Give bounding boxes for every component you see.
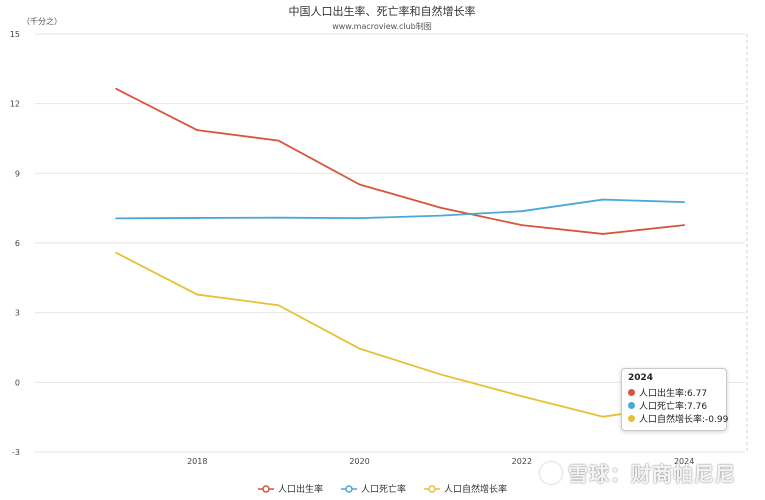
y-tick-label: 6 [15, 239, 20, 248]
data-point [196, 129, 199, 132]
data-point [602, 198, 604, 201]
y-tick-label: 15 [10, 30, 20, 39]
legend-natural-marker-icon [424, 484, 440, 493]
legend-item-natural[interactable]: 人口自然增长率 [424, 482, 507, 495]
data-point [602, 233, 604, 235]
data-point [520, 210, 523, 213]
data-point [277, 216, 280, 219]
legend-death-label: 人口死亡率 [360, 485, 406, 495]
data-point [358, 217, 361, 220]
x-tick-label: 2018 [187, 457, 207, 466]
legend-item-death[interactable]: 人口死亡率 [340, 482, 406, 495]
x-tick-label: 2020 [349, 457, 369, 466]
tooltip-birth-text: 人口出生率:6.77 [639, 389, 708, 399]
data-point [115, 87, 118, 90]
y-tick-label: 3 [15, 309, 20, 318]
tooltip-death-text: 人口死亡率:7.76 [639, 402, 708, 412]
data-point [277, 304, 280, 307]
chart-title: 中国人口出生率、死亡率和自然增长率 [289, 4, 476, 18]
birth-dot-icon [628, 389, 635, 396]
data-point [439, 206, 442, 209]
y-axis-label: （千分之） [22, 16, 62, 26]
tooltip-row-death: 人口死亡率:7.76 [628, 399, 720, 412]
tooltip-row-birth: 人口出生率:6.77 [628, 386, 720, 399]
legend-natural-label: 人口自然增长率 [444, 485, 508, 495]
legend-birth-marker-icon [257, 484, 274, 493]
data-point [196, 293, 199, 296]
data-point [439, 373, 442, 376]
watermark-text: 雪球：财商帕尼尼 [568, 462, 736, 486]
data-point [602, 415, 604, 418]
data-point [277, 139, 280, 142]
y-tick-label: 12 [10, 100, 20, 109]
y-tick-label: 0 [15, 378, 20, 387]
legend-item-birth[interactable]: 人口出生率 [257, 482, 323, 495]
death-dot-icon [628, 402, 635, 409]
series-line-2 [115, 251, 685, 418]
snowball-logo-icon [540, 461, 562, 484]
hover-tooltip: 2024 人口出生率:6.77 人口死亡率:7.76 人口自然增长率:-0.99 [621, 368, 728, 431]
data-point [520, 224, 523, 227]
legend-death-marker-icon [340, 484, 357, 493]
tooltip-row-natural: 人口自然增长率:-0.99 [628, 412, 728, 425]
natural-dot-icon [628, 415, 635, 422]
tooltip-title: 2024 [628, 373, 654, 383]
data-point [196, 217, 199, 219]
chart-subtitle: www.macroview.club制图 [332, 21, 432, 31]
tooltip-natural-text: 人口自然增长率:-0.99 [639, 415, 729, 425]
chart-legend: 人口出生率 人口死亡率 人口自然增长率 [0, 482, 765, 495]
data-point [520, 395, 523, 398]
data-point [439, 214, 442, 217]
legend-birth-label: 人口出生率 [277, 485, 323, 495]
y-tick-label: 9 [15, 169, 20, 178]
data-point [683, 224, 686, 227]
data-point [358, 183, 361, 186]
series-line-1 [116, 198, 685, 220]
x-tick-label: 2022 [512, 457, 532, 466]
x-tick-label: 2024 [674, 457, 694, 466]
data-point [115, 217, 118, 220]
series-line-0 [115, 88, 685, 235]
data-point [358, 347, 361, 350]
y-tick-label: -3 [12, 448, 20, 457]
watermark: 雪球：财商帕尼尼 [540, 458, 736, 487]
data-point [683, 201, 686, 204]
data-point [115, 251, 118, 254]
